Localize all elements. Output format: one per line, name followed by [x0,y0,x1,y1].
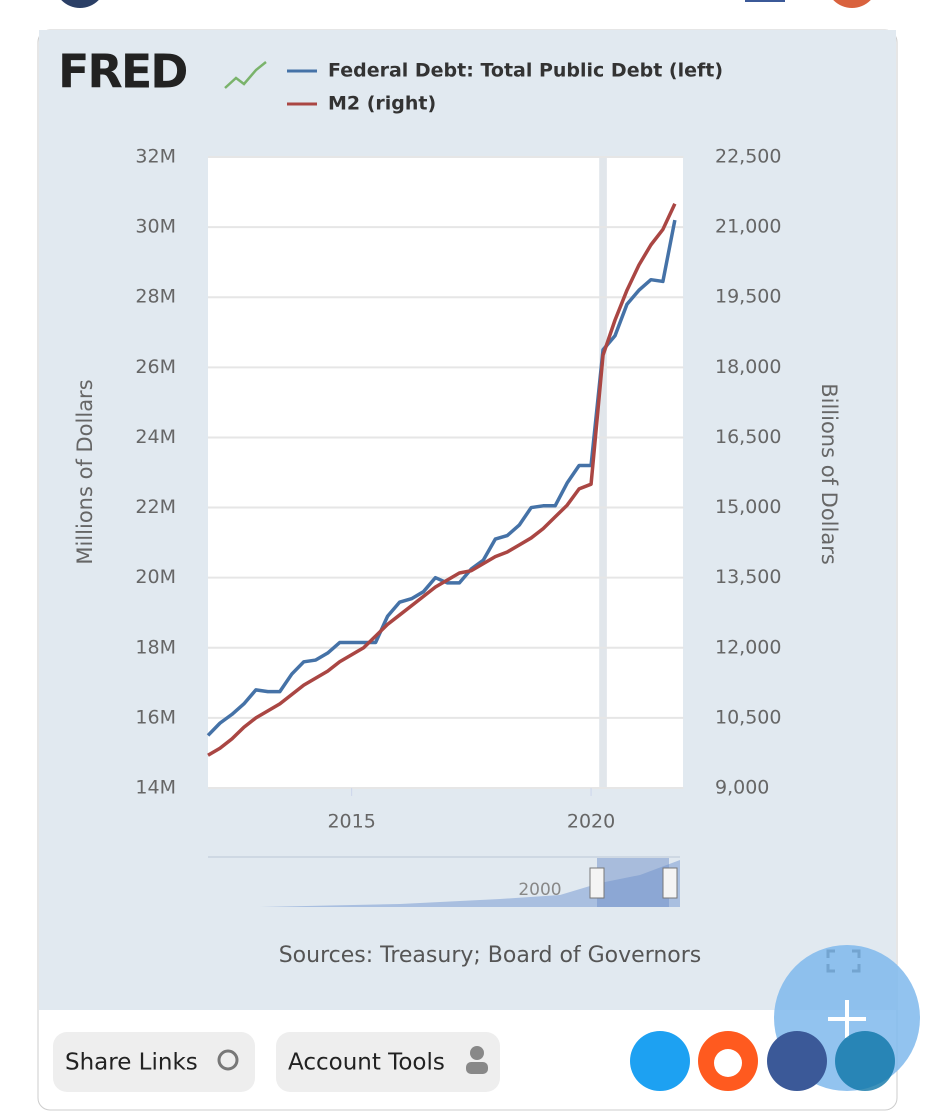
legend-label: Federal Debt: Total Public Debt (left) [328,60,723,82]
x-tick-label: 2015 [327,811,375,833]
y-tick-label: 28M [135,286,176,308]
y2-axis-title: Billions of Dollars [817,383,841,565]
avatar[interactable] [54,0,106,8]
navigator-handle[interactable] [662,867,678,899]
plot: 14M 16M 18M 20M 22M 24M 26M 28M 30M 32M 9,000 10,50… [73,146,841,833]
twitter-button[interactable] [630,1031,690,1091]
button-label: Share Links [65,1050,198,1076]
x-tick-label: 2020 [567,811,615,833]
y2-tick-label: 19,500 [715,286,781,308]
account-button[interactable] [276,1032,500,1092]
icon[interactable] [745,0,785,2]
logo-icon [224,61,267,89]
share-button[interactable] [53,1032,255,1092]
user-icon [466,1062,488,1074]
y2-tick-label: 16,500 [715,426,781,448]
plot-area [208,157,683,788]
source: Sources: Treasury; Board of Governors [279,943,702,968]
navigator-area [260,860,680,907]
y2-tick-label: 15,000 [715,496,781,518]
link-icon [217,1049,239,1071]
user-icon [470,1046,484,1060]
reddit-icon [714,1049,742,1077]
series-line [207,203,677,757]
legend: Federal Debt: Total Public Debt (left) M2… [287,60,723,115]
y2-tick-label: 10,500 [715,706,781,728]
y-tick-label: 30M [135,216,176,238]
logo: FRED [58,45,186,99]
y-tick-label: 32M [135,146,176,168]
y2-tick-label: 9,000 [715,777,769,799]
recession-band [599,157,607,788]
navigator-range[interactable] [597,858,669,907]
y-tick-label: 18M [135,636,176,658]
y2-tick-label: 21,000 [715,216,781,238]
y-axis-title: Millions of Dollars [73,379,97,564]
y-tick-label: 26M [135,356,176,378]
fab-plus [828,1000,866,1038]
y2-tick-label: 12,000 [715,636,781,658]
y-tick-label: 24M [135,426,176,448]
y2-tick-label: 13,500 [715,566,781,588]
y2-tick-label: 18,000 [715,356,781,378]
navigator-handle[interactable] [589,867,605,899]
y-tick-label: 14M [135,777,176,799]
y-tick-label: 22M [135,496,176,518]
facebook-button[interactable] [767,1031,827,1091]
linkedin-button[interactable] [835,1031,895,1091]
button-label: Account Tools [288,1050,445,1076]
y-tick-label: 16M [135,706,176,728]
navigator-label: 2000 [518,880,561,900]
y2-tick-label: 22,500 [715,146,781,168]
legend-label: M2 (right) [328,93,436,115]
y-tick-label: 20M [135,566,176,588]
menu-icon[interactable] [826,0,878,8]
